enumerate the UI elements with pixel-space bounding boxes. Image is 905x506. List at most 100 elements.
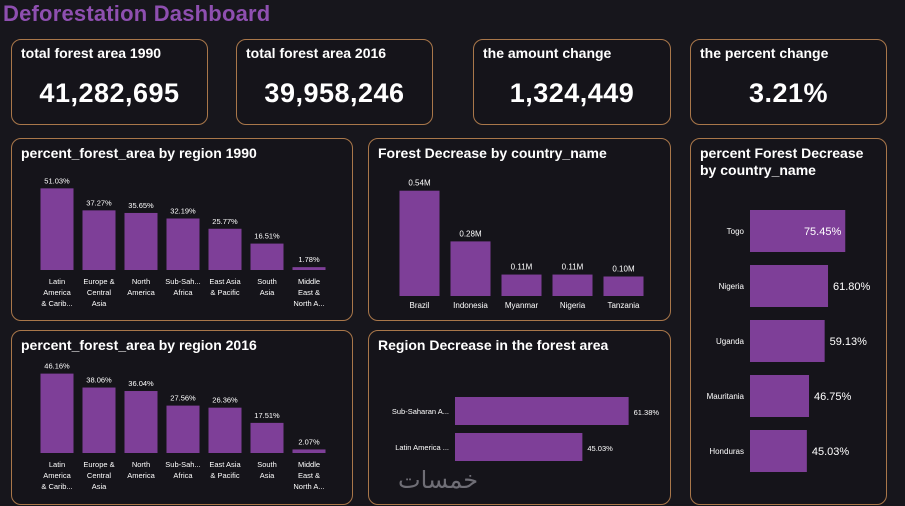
tick-label: Europe & — [83, 277, 114, 286]
tick-label: Nigeria — [560, 301, 586, 310]
bar — [40, 188, 74, 270]
tick-label: North A... — [293, 482, 324, 491]
tick-label: East & — [298, 288, 320, 297]
tick-label: Latin — [49, 277, 65, 286]
tick-label: Latin America ... — [395, 443, 449, 452]
tick-label: Asia — [92, 299, 107, 308]
kpi-label: total forest area 2016 — [246, 45, 387, 61]
tick-label: South — [257, 277, 277, 286]
bar — [292, 267, 326, 270]
data-label: 46.16% — [44, 362, 70, 371]
tick-label: Mauritania — [707, 392, 745, 401]
bar — [124, 212, 158, 270]
bar — [250, 422, 284, 453]
tick-label: Asia — [260, 471, 275, 480]
bar — [501, 274, 542, 296]
tick-label: & Carib... — [41, 299, 72, 308]
data-label: 45.03% — [812, 446, 850, 458]
tick-label: Central — [87, 471, 112, 480]
region-1990-bar-chart: 51.03% Latin America & Carib... 37.27% Europe… — [40, 176, 326, 308]
data-label: 0.11M — [511, 263, 533, 272]
tick-label: & Carib... — [41, 482, 72, 491]
kpi-label: total forest area 1990 — [21, 45, 162, 61]
data-label: 0.28M — [459, 229, 482, 238]
tick-label: Asia — [260, 288, 275, 297]
tick-label: Africa — [173, 288, 193, 297]
country-decrease-bar-chart: 0.54M Brazil 0.28M Indonesia 0.11M Myanmar 0.1… — [399, 179, 644, 310]
data-label: 59.13% — [830, 336, 868, 348]
tick-label: North — [132, 277, 150, 286]
region-2016-bar-chart: 46.16% Latin America & Carib... 38.06% Europe… — [40, 362, 326, 491]
region-2016-chart-panel: percent_forest_area by region 2016 46.16… — [11, 330, 353, 505]
bar — [455, 433, 583, 461]
tick-label: East Asia — [209, 277, 241, 286]
tick-label: Sub-Sah... — [165, 277, 200, 286]
tick-label: Tanzania — [607, 301, 640, 310]
chart-title: percent_forest_area by region 1990 — [21, 145, 257, 161]
region-decrease-bar-chart: Sub-Saharan A... 61.38% Latin America ... 4… — [392, 397, 659, 461]
data-label: 0.54M — [408, 179, 431, 188]
kpi-value: 1,324,449 — [509, 78, 635, 108]
region-1990-chart-panel: percent_forest_area by region 1990 51.03… — [11, 138, 353, 321]
percent-country-decrease-chart-panel: percent Forest Decrease by country_name … — [690, 138, 887, 505]
chart-title: Forest Decrease by country_name — [378, 145, 607, 161]
bar — [40, 373, 74, 453]
tick-label: Uganda — [716, 337, 745, 346]
bar — [750, 375, 810, 417]
bar — [82, 210, 116, 270]
kpi-card-percent-change: the percent change 3.21% — [690, 39, 887, 125]
bar — [552, 274, 593, 296]
tick-label: Indonesia — [453, 301, 488, 310]
data-label: 75.45% — [804, 226, 842, 238]
data-label: 38.06% — [86, 376, 112, 385]
bar — [603, 276, 644, 296]
tick-label: East & — [298, 471, 320, 480]
tick-label: Sub-Sah... — [165, 460, 200, 469]
watermark-logo: خمسات — [398, 466, 479, 494]
data-label: 2.07% — [298, 437, 320, 446]
tick-label: & Pacific — [210, 288, 239, 297]
kpi-label: the percent change — [700, 45, 829, 61]
tick-label: America — [43, 288, 71, 297]
tick-label: Middle — [298, 460, 320, 469]
bar — [750, 320, 825, 362]
tick-label: East Asia — [209, 460, 241, 469]
bar — [82, 387, 116, 453]
bar — [208, 228, 242, 270]
tick-label: & Pacific — [210, 471, 239, 480]
bar — [166, 405, 200, 453]
tick-label: North A... — [293, 299, 324, 308]
data-label: 26.36% — [212, 396, 238, 405]
tick-label: America — [127, 288, 155, 297]
tick-label: Latin — [49, 460, 65, 469]
dashboard-title: Deforestation Dashboard — [3, 1, 271, 26]
bar — [455, 397, 629, 425]
bar — [124, 391, 158, 453]
data-label: 61.80% — [833, 281, 871, 293]
bar — [750, 265, 829, 307]
data-label: 51.03% — [44, 176, 70, 185]
chart-title: percent_forest_area by region 2016 — [21, 337, 257, 353]
data-label: 27.56% — [170, 394, 196, 403]
bar — [292, 449, 326, 453]
tick-label: Central — [87, 288, 112, 297]
chart-title: Region Decrease in the forest area — [378, 337, 609, 353]
tick-label: Africa — [173, 471, 193, 480]
bar — [250, 243, 284, 270]
country-decrease-chart-panel: Forest Decrease by country_name 0.54M Bra… — [368, 138, 671, 321]
tick-label: Middle — [298, 277, 320, 286]
data-label: 46.75% — [814, 391, 852, 403]
tick-label: Myanmar — [505, 301, 539, 310]
data-label: 35.65% — [128, 201, 154, 210]
tick-label: America — [127, 471, 155, 480]
data-label: 37.27% — [86, 198, 112, 207]
tick-label: Europe & — [83, 460, 114, 469]
data-label: 16.51% — [254, 232, 280, 241]
data-label: 0.10M — [612, 265, 635, 274]
kpi-label: the amount change — [483, 45, 612, 61]
data-label: 36.04% — [128, 379, 154, 388]
bar — [450, 241, 491, 296]
tick-label: Togo — [727, 227, 745, 236]
bar — [208, 407, 242, 453]
kpi-card-forest-1990: total forest area 1990 41,282,695 — [11, 39, 208, 125]
